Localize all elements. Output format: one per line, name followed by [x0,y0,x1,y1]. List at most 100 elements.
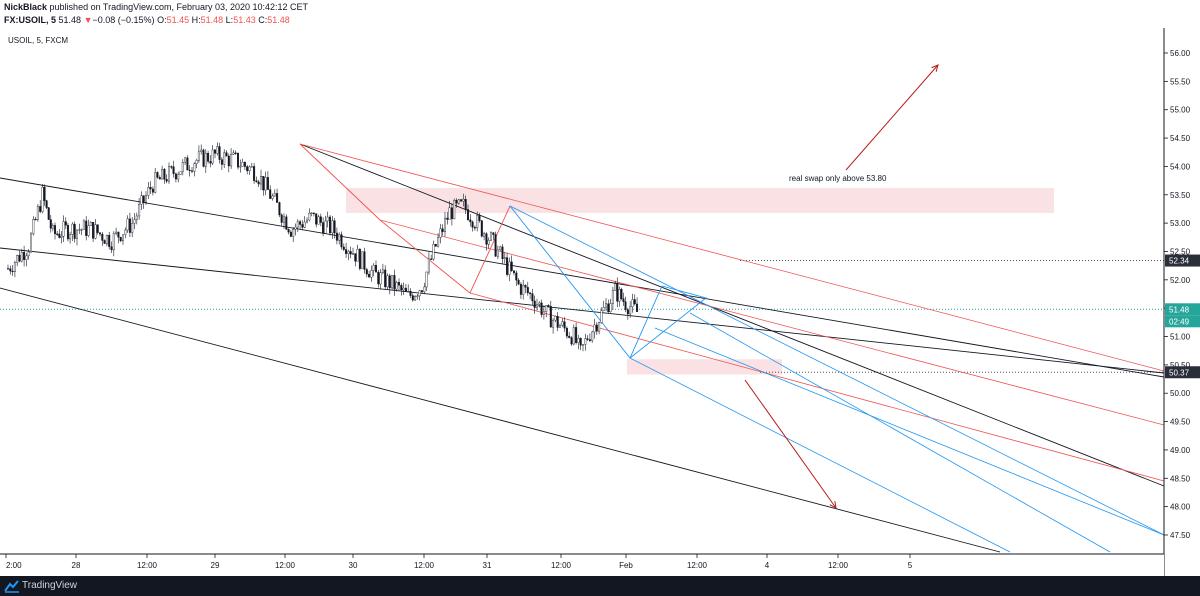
candle-body [308,212,311,221]
price-label: 52.34 [1169,257,1190,266]
candle-body [483,233,486,237]
candle-body [119,237,122,242]
candle-body [41,186,44,212]
down-arrow-head [829,501,837,509]
candle-body [616,283,619,302]
candle-body [276,193,279,203]
candle-body [363,251,366,270]
candle-body [87,225,90,236]
candle-body [96,224,99,233]
y-tick-label: 52.00 [1170,276,1191,285]
candle-body [317,216,320,225]
candle-body [117,231,120,238]
candle-body [411,295,414,301]
candle-body [467,209,470,221]
tradingview-logo-icon[interactable] [4,579,20,593]
candle-body [213,149,216,154]
x-tick-label: 12:00 [687,561,708,570]
x-tick-label: 12:00 [828,561,849,570]
swap-annotation: real swap only above 53.80 [789,174,887,183]
candle-body [492,232,495,235]
candle-body [386,275,389,288]
candle-body [292,229,295,237]
candle-body [209,161,212,164]
candle-body [515,272,518,281]
candle-body [30,233,33,253]
candle-body [568,335,571,338]
candle-body [457,199,460,204]
ohlc-close: 51.48 [267,15,290,25]
author-name[interactable]: NickBlack [4,2,48,12]
tradingview-brand[interactable]: TradingView [22,580,78,591]
y-tick-label: 51.00 [1170,333,1191,342]
candle-body [561,321,564,326]
candle-body [54,225,57,235]
candle-body [368,273,371,278]
x-tick-label: 28 [72,561,81,570]
candle-body [510,261,513,271]
x-tick-label: 12:00 [275,561,296,570]
candle-body [303,221,306,228]
candle-body [494,234,497,257]
y-tick-label: 54.50 [1170,134,1191,143]
candle-body [609,303,612,313]
down-triangle-icon: ▼ [83,15,93,25]
candle-body [349,251,352,255]
candle-body [92,222,95,239]
chart-area[interactable]: real swap only above 53.80 56.00 55.50 55.… [0,28,1200,576]
candle-body [80,229,83,231]
candle-body [352,253,355,255]
candle-body [296,221,299,228]
candle-body [324,220,327,234]
candle-body [480,220,483,237]
last-price: 51.48 [58,15,82,25]
candle-body [197,151,200,161]
candle-body [354,253,357,262]
candle-body [216,146,219,154]
up-arrow-head [931,64,939,72]
price-change: −0.08 (−0.15%) [92,15,155,25]
ohlc-high: 51.48 [200,15,224,25]
candle-body [446,217,449,220]
candle-body [264,177,267,191]
candle-body [536,304,539,308]
candle-body [186,157,189,171]
candle-body [542,311,545,315]
candle-body [181,162,184,172]
candle-body [620,289,623,299]
candle-body [575,327,578,343]
candle-body [260,176,263,185]
candle-body [49,219,52,229]
candle-body [241,162,244,167]
candle-body [227,155,230,167]
candle-body [570,337,573,345]
blue-pitchfork-handle [509,205,707,359]
candle-body [618,289,621,302]
candle-body [398,282,401,286]
price-label-bg [1165,315,1200,328]
ohlc-o-label: O: [157,15,167,25]
candle-body [69,234,72,240]
candle-body [593,324,596,333]
candle-body [273,193,276,197]
candle-body [565,327,568,337]
candle-body [448,207,451,220]
x-tick-label: 31 [483,561,492,570]
candle-body [62,221,65,237]
candle-body [64,221,67,226]
candle-body [418,290,421,297]
chart-svg[interactable]: real swap only above 53.80 56.00 55.50 55.… [0,28,1200,576]
candle-body [552,319,555,328]
candle-body [163,169,166,180]
candles-layer [6,142,639,352]
candle-body [487,239,490,245]
candle-body [524,284,527,288]
candle-body [151,188,154,193]
candle-body [400,285,403,291]
x-tick-label: 12:00 [551,561,572,570]
candle-body [432,244,435,260]
blue-pitchfork-line [654,327,1165,536]
pitchfork-handle [299,143,511,294]
candle-body [58,233,61,238]
y-tick-label: 55.50 [1170,77,1191,86]
